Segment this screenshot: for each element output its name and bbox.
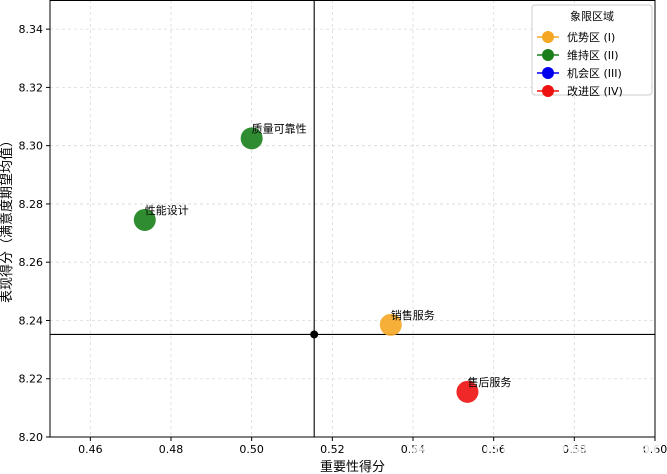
y-axis-ticks: 8.20 8.22 8.24 8.26 8.28 8.30 8.32 8.34 xyxy=(19,23,50,444)
point-label: 销售服务 xyxy=(391,308,435,322)
center-point xyxy=(310,330,319,339)
y-tick-label: 8.26 xyxy=(19,256,44,269)
data-point xyxy=(379,313,402,336)
legend-marker xyxy=(542,85,554,97)
x-tick-label: 0.58 xyxy=(562,443,587,456)
plot-frame xyxy=(49,0,656,438)
data-point xyxy=(240,127,263,150)
legend-title: 象限区域 xyxy=(570,10,614,23)
legend-marker xyxy=(542,31,554,43)
data-point xyxy=(456,380,479,403)
x-axis-label: 重要性得分 xyxy=(320,459,385,474)
point-label: 售后服务 xyxy=(467,375,511,389)
legend-box xyxy=(531,4,653,96)
legend-entry-label: 维持区 (II) xyxy=(567,48,619,62)
x-tick-label: 0.54 xyxy=(401,443,426,456)
y-tick-label: 8.30 xyxy=(19,140,44,153)
legend-entry-label: 机会区 (III) xyxy=(567,66,622,80)
x-tick-label: 0.56 xyxy=(481,443,506,456)
y-tick-label: 8.24 xyxy=(19,314,44,327)
y-tick-label: 8.32 xyxy=(19,81,44,94)
legend-marker xyxy=(542,49,554,61)
x-tick-label: 0.60 xyxy=(643,443,667,456)
legend-entry-label: 改进区 (IV) xyxy=(567,84,623,98)
point-label: 性能设计 xyxy=(145,203,189,217)
y-tick-label: 8.22 xyxy=(19,373,44,386)
y-tick-label: 8.20 xyxy=(19,431,44,444)
legend: 象限区域 优势区 (I) 维持区 (II) 机会区 (III) 改进区 (IV) xyxy=(531,4,653,98)
reference-lines xyxy=(50,0,655,437)
x-tick-label: 0.52 xyxy=(320,443,345,456)
y-tick-label: 8.28 xyxy=(19,198,44,211)
x-tick-label: 0.50 xyxy=(239,443,264,456)
x-tick-label: 0.48 xyxy=(159,443,184,456)
x-tick-label: 0.46 xyxy=(78,443,103,456)
y-tick-label: 8.34 xyxy=(19,23,44,36)
watermark: 掘金技术社区 @ 拓端tecdat xyxy=(407,437,660,460)
data-points xyxy=(133,127,479,403)
point-label: 质量可靠性 xyxy=(252,121,307,135)
legend-marker xyxy=(542,67,554,79)
legend-entry-label: 优势区 (I) xyxy=(567,31,615,44)
data-point xyxy=(133,208,156,231)
x-axis-ticks: 0.46 0.48 0.50 0.52 0.54 0.56 0.58 0.60 xyxy=(78,437,667,456)
y-axis-label: 表现得分（满意度期望均值） xyxy=(0,134,15,303)
